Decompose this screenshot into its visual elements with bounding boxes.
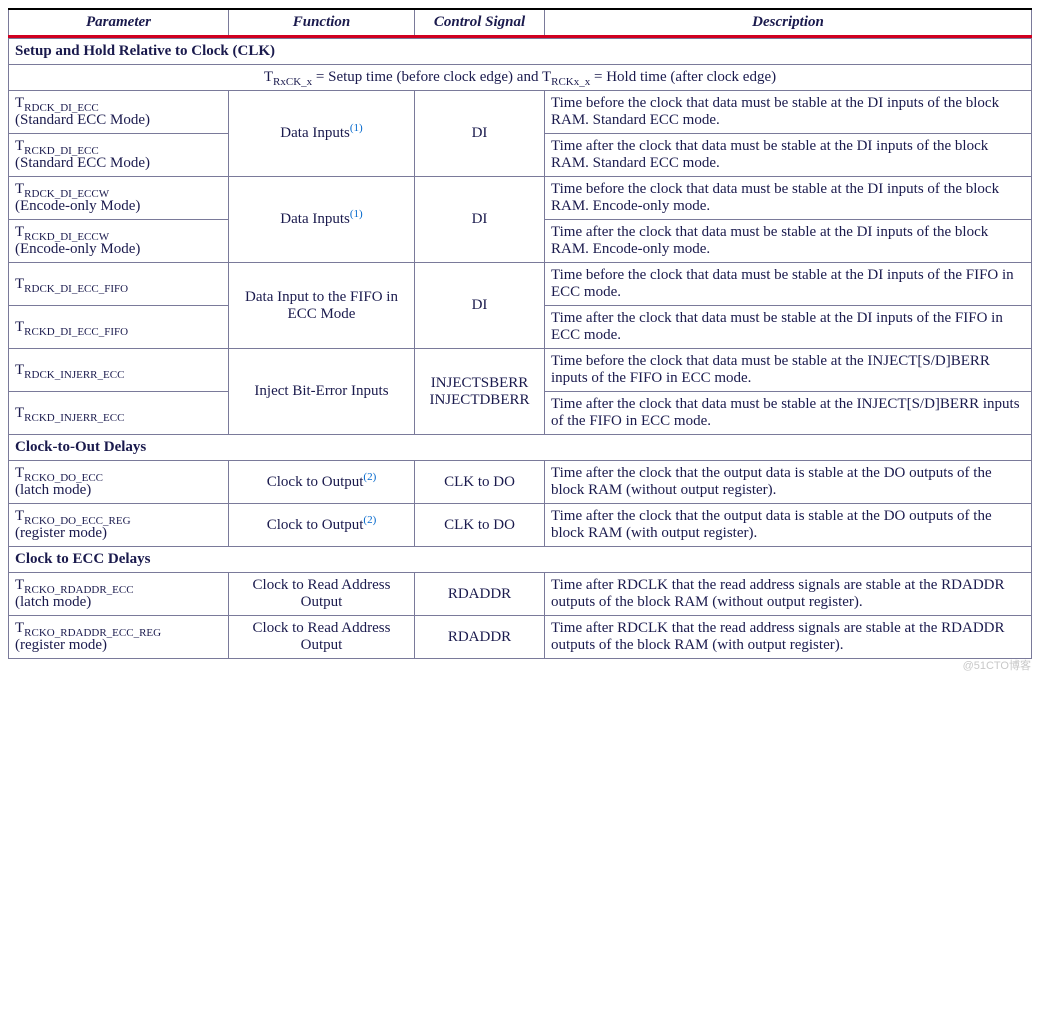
func-inject-bit-error: Inject Bit-Error Inputs <box>229 349 415 435</box>
section-clock-to-out-title: Clock-to-Out Delays <box>9 435 1032 461</box>
table-row: TRCKO_RDADDR_ECC (latch mode) Clock to R… <box>9 573 1032 616</box>
table-row: TRDCK_DI_ECC_FIFO Data Input to the FIFO… <box>9 263 1032 306</box>
section-clock-to-ecc: Clock to ECC Delays <box>9 547 1032 573</box>
table-row: TRDCK_DI_ECC (Standard ECC Mode) Data In… <box>9 91 1032 134</box>
sig-injectberr: INJECTSBERR INJECTDBERR <box>415 349 545 435</box>
param-trcko-rdaddr-ecc: TRCKO_RDADDR_ECC (latch mode) <box>9 573 229 616</box>
footnote-ref-1: (1) <box>350 122 363 134</box>
section-clock-to-ecc-title: Clock to ECC Delays <box>9 547 1032 573</box>
table-row: TRDCK_INJERR_ECC Inject Bit-Error Inputs… <box>9 349 1032 392</box>
sig-clk-to-do-2: CLK to DO <box>415 504 545 547</box>
desc-cell: Time after the clock that the output dat… <box>545 461 1032 504</box>
func-data-input-fifo: Data Input to the FIFO in ECC Mode <box>229 263 415 349</box>
footnote-ref-1: (1) <box>350 208 363 220</box>
col-header-parameter: Parameter <box>9 9 229 37</box>
desc-cell: Time after the clock that the output dat… <box>545 504 1032 547</box>
section-setup-hold-title: Setup and Hold Relative to Clock (CLK) <box>9 39 1032 65</box>
desc-cell: Time after RDCLK that the read address s… <box>545 573 1032 616</box>
sig-di-1: DI <box>415 91 545 177</box>
param-trdck-di-eccw: TRDCK_DI_ECCW (Encode-only Mode) <box>9 177 229 220</box>
desc-cell: Time after the clock that data must be s… <box>545 306 1032 349</box>
col-header-control-signal: Control Signal <box>415 9 545 37</box>
sig-di-3: DI <box>415 263 545 349</box>
func-data-inputs-2: Data Inputs(1) <box>229 177 415 263</box>
section-setup-hold-note: TRxCK_x = Setup time (before clock edge)… <box>9 65 1032 91</box>
col-header-description: Description <box>545 9 1032 37</box>
table-row: TRCKO_DO_ECC_REG (register mode) Clock t… <box>9 504 1032 547</box>
param-trckd-injerr-ecc: TRCKD_INJERR_ECC <box>9 392 229 435</box>
table-row: TRDCK_DI_ECCW (Encode-only Mode) Data In… <box>9 177 1032 220</box>
param-trcko-do-ecc-reg: TRCKO_DO_ECC_REG (register mode) <box>9 504 229 547</box>
func-clock-to-output-1: Clock to Output(2) <box>229 461 415 504</box>
section-setup-hold-note-text: TRxCK_x = Setup time (before clock edge)… <box>9 65 1032 91</box>
table-row: TRCKO_RDADDR_ECC_REG (register mode) Clo… <box>9 616 1032 659</box>
watermark-text: @51CTO博客 <box>8 657 1033 673</box>
desc-cell: Time before the clock that data must be … <box>545 349 1032 392</box>
sig-rdaddr-2: RDADDR <box>415 616 545 659</box>
desc-cell: Time after the clock that data must be s… <box>545 134 1032 177</box>
param-trdck-di-ecc-fifo: TRDCK_DI_ECC_FIFO <box>9 263 229 306</box>
section-clock-to-out: Clock-to-Out Delays <box>9 435 1032 461</box>
sig-clk-to-do-1: CLK to DO <box>415 461 545 504</box>
section-setup-hold: Setup and Hold Relative to Clock (CLK) <box>9 39 1032 65</box>
desc-cell: Time before the clock that data must be … <box>545 263 1032 306</box>
param-trckd-di-ecc-fifo: TRCKD_DI_ECC_FIFO <box>9 306 229 349</box>
func-clock-to-output-2: Clock to Output(2) <box>229 504 415 547</box>
table-header-row: Parameter Function Control Signal Descri… <box>9 9 1032 37</box>
func-clock-to-read-addr-2: Clock to Read Address Output <box>229 616 415 659</box>
desc-cell: Time before the clock that data must be … <box>545 177 1032 220</box>
col-header-function: Function <box>229 9 415 37</box>
desc-cell: Time before the clock that data must be … <box>545 91 1032 134</box>
param-trckd-di-eccw: TRCKD_DI_ECCW (Encode-only Mode) <box>9 220 229 263</box>
param-trcko-do-ecc: TRCKO_DO_ECC (latch mode) <box>9 461 229 504</box>
func-data-inputs-1: Data Inputs(1) <box>229 91 415 177</box>
param-trdck-injerr-ecc: TRDCK_INJERR_ECC <box>9 349 229 392</box>
desc-cell: Time after the clock that data must be s… <box>545 392 1032 435</box>
param-trckd-di-ecc: TRCKD_DI_ECC (Standard ECC Mode) <box>9 134 229 177</box>
func-clock-to-read-addr-1: Clock to Read Address Output <box>229 573 415 616</box>
param-trcko-rdaddr-ecc-reg: TRCKO_RDADDR_ECC_REG (register mode) <box>9 616 229 659</box>
footnote-ref-2: (2) <box>363 471 376 483</box>
sig-rdaddr-1: RDADDR <box>415 573 545 616</box>
desc-cell: Time after the clock that data must be s… <box>545 220 1032 263</box>
footnote-ref-2: (2) <box>363 514 376 526</box>
timing-parameters-table: Parameter Function Control Signal Descri… <box>8 8 1032 659</box>
table-row: TRCKO_DO_ECC (latch mode) Clock to Outpu… <box>9 461 1032 504</box>
sig-di-2: DI <box>415 177 545 263</box>
desc-cell: Time after RDCLK that the read address s… <box>545 616 1032 659</box>
param-trdck-di-ecc: TRDCK_DI_ECC (Standard ECC Mode) <box>9 91 229 134</box>
